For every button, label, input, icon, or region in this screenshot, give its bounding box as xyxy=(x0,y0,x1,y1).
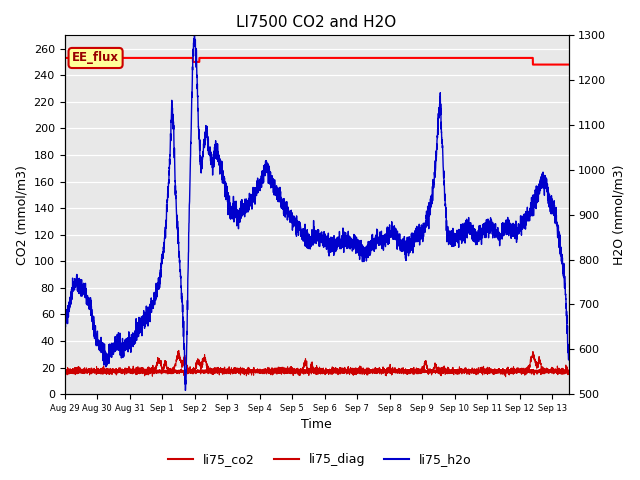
Title: LI7500 CO2 and H2O: LI7500 CO2 and H2O xyxy=(236,15,397,30)
Legend: li75_co2, li75_diag, li75_h2o: li75_co2, li75_diag, li75_h2o xyxy=(163,448,477,471)
Y-axis label: CO2 (mmol/m3): CO2 (mmol/m3) xyxy=(15,165,28,264)
Text: EE_flux: EE_flux xyxy=(72,51,119,64)
Y-axis label: H2O (mmol/m3): H2O (mmol/m3) xyxy=(612,165,625,265)
X-axis label: Time: Time xyxy=(301,419,332,432)
